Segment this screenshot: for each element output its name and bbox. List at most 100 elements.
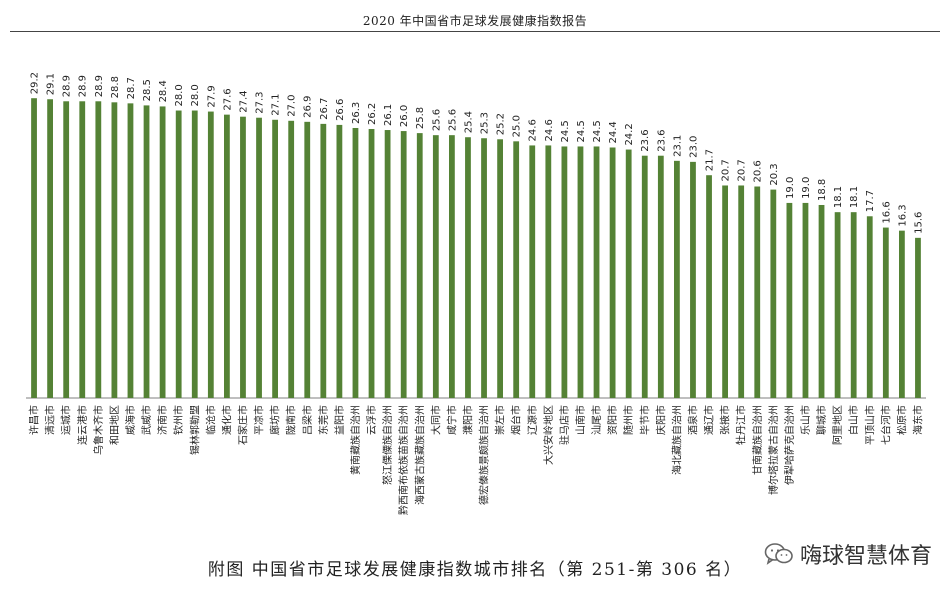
category-label: 陇南市 bbox=[285, 405, 298, 435]
bar-value-label: 24.5 bbox=[560, 120, 571, 142]
category-label: 大兴安岭地区 bbox=[542, 405, 555, 465]
category-label: 甘南藏族自治州 bbox=[751, 405, 764, 475]
watermark: 嗨球智慧体育 bbox=[759, 536, 936, 572]
category-label: 咸宁市 bbox=[445, 405, 458, 435]
bar-value-label: 28.4 bbox=[158, 80, 169, 102]
bar-value-label: 26.7 bbox=[319, 98, 330, 120]
category-label: 随州市 bbox=[622, 405, 635, 435]
bar bbox=[143, 105, 150, 399]
bar-value-label: 18.8 bbox=[817, 179, 828, 201]
bar bbox=[850, 212, 857, 398]
category-label: 平凉市 bbox=[253, 405, 266, 435]
bar-value-label: 19.0 bbox=[785, 177, 796, 199]
category-label: 海北藏族自治州 bbox=[670, 405, 683, 475]
bar-value-label: 26.2 bbox=[367, 103, 378, 125]
category-label: 怒江傈僳族自治州 bbox=[381, 405, 394, 485]
bar-value-label: 27.0 bbox=[287, 95, 298, 117]
category-label: 德宏傣族景颇族自治州 bbox=[478, 405, 491, 505]
bar-value-label: 27.3 bbox=[255, 91, 266, 113]
bar bbox=[63, 101, 70, 398]
bar-value-label: 27.4 bbox=[238, 90, 249, 112]
category-label: 武威市 bbox=[140, 405, 153, 435]
category-label: 海东市 bbox=[911, 405, 924, 435]
bar bbox=[191, 110, 198, 398]
category-label: 牡丹江市 bbox=[735, 405, 748, 445]
category-label: 运城市 bbox=[60, 405, 73, 435]
category-label: 乐山市 bbox=[799, 405, 812, 435]
bar bbox=[802, 202, 809, 398]
bar bbox=[336, 124, 343, 398]
category-label: 东莞市 bbox=[317, 405, 330, 435]
bar-value-label: 29.1 bbox=[46, 73, 57, 95]
bar-value-label: 25.0 bbox=[512, 115, 523, 137]
bar bbox=[866, 216, 873, 398]
bar-value-label: 24.2 bbox=[624, 123, 635, 145]
bar-value-label: 28.9 bbox=[94, 75, 105, 97]
category-label: 石家庄市 bbox=[236, 405, 249, 445]
bar-value-label: 28.9 bbox=[62, 75, 73, 97]
category-label: 辽源市 bbox=[526, 405, 539, 435]
bar-value-label: 28.9 bbox=[78, 75, 89, 97]
bar bbox=[706, 175, 712, 398]
bar-value-label: 24.6 bbox=[544, 119, 555, 141]
watermark-text: 嗨球智慧体育 bbox=[799, 544, 932, 569]
bar bbox=[786, 202, 793, 398]
bar-value-label: 26.1 bbox=[383, 104, 394, 126]
bar bbox=[625, 149, 632, 398]
category-label: 乌鲁木齐市 bbox=[92, 405, 105, 455]
category-label: 通化市 bbox=[220, 405, 233, 435]
category-label: 白山市 bbox=[847, 405, 860, 435]
bar bbox=[529, 145, 536, 398]
bar-value-label: 24.5 bbox=[576, 120, 587, 142]
bar-value-label: 21.7 bbox=[705, 149, 716, 171]
bar-value-label: 29.2 bbox=[30, 72, 41, 94]
bar-value-label: 18.1 bbox=[833, 186, 844, 208]
bar-value-label: 17.7 bbox=[865, 190, 876, 212]
category-label: 酒泉市 bbox=[686, 405, 699, 435]
bar bbox=[818, 204, 825, 398]
category-label: 阿里地区 bbox=[831, 405, 844, 445]
bar bbox=[95, 101, 102, 398]
category-label: 通辽市 bbox=[703, 405, 716, 435]
category-label: 益阳市 bbox=[333, 405, 346, 435]
category-label: 海西蒙古族藏族自治州 bbox=[413, 405, 426, 505]
category-label: 许昌市 bbox=[28, 405, 41, 435]
bar bbox=[432, 135, 439, 399]
bar-value-label: 20.6 bbox=[753, 160, 764, 182]
bar bbox=[384, 130, 391, 399]
bar bbox=[513, 141, 520, 398]
bar-value-label: 24.4 bbox=[608, 121, 619, 143]
bar bbox=[738, 185, 745, 398]
bar bbox=[272, 119, 278, 399]
bar bbox=[915, 237, 921, 398]
bar-value-label: 23.0 bbox=[688, 136, 699, 158]
category-label: 大同市 bbox=[429, 405, 442, 435]
bar-value-label: 25.3 bbox=[480, 112, 491, 134]
bar-value-label: 26.9 bbox=[303, 96, 314, 118]
bar-value-label: 26.6 bbox=[335, 99, 346, 121]
category-label: 济南市 bbox=[156, 405, 169, 435]
bar bbox=[224, 114, 230, 398]
category-label: 锡林郭勒盟 bbox=[188, 405, 201, 455]
bar bbox=[304, 121, 311, 398]
bar-value-label: 24.6 bbox=[528, 119, 539, 141]
category-label: 威海市 bbox=[124, 405, 137, 435]
category-label: 汕尾市 bbox=[590, 405, 603, 435]
bar-value-label: 20.7 bbox=[721, 159, 732, 181]
category-label: 崇左市 bbox=[494, 405, 507, 435]
bar-value-label: 15.6 bbox=[913, 212, 924, 234]
bar-value-label: 16.6 bbox=[881, 201, 892, 223]
category-label: 伊犁哈萨克自治州 bbox=[783, 405, 796, 485]
bar-value-label: 23.1 bbox=[672, 135, 683, 157]
bar-value-label: 27.1 bbox=[271, 94, 282, 116]
bar bbox=[641, 155, 648, 398]
bar bbox=[207, 111, 214, 398]
bar-value-label: 19.0 bbox=[801, 177, 812, 199]
category-label: 聊城市 bbox=[815, 405, 828, 435]
bar-value-label: 18.1 bbox=[849, 186, 860, 208]
bar bbox=[577, 146, 584, 398]
bar-value-label: 26.3 bbox=[351, 102, 362, 124]
bar bbox=[497, 139, 503, 398]
value-labels-group: 29.2 29.1 28.9 28.9 28.9 28.8 28.7 28.5 28.4 28.0… bbox=[30, 72, 925, 234]
